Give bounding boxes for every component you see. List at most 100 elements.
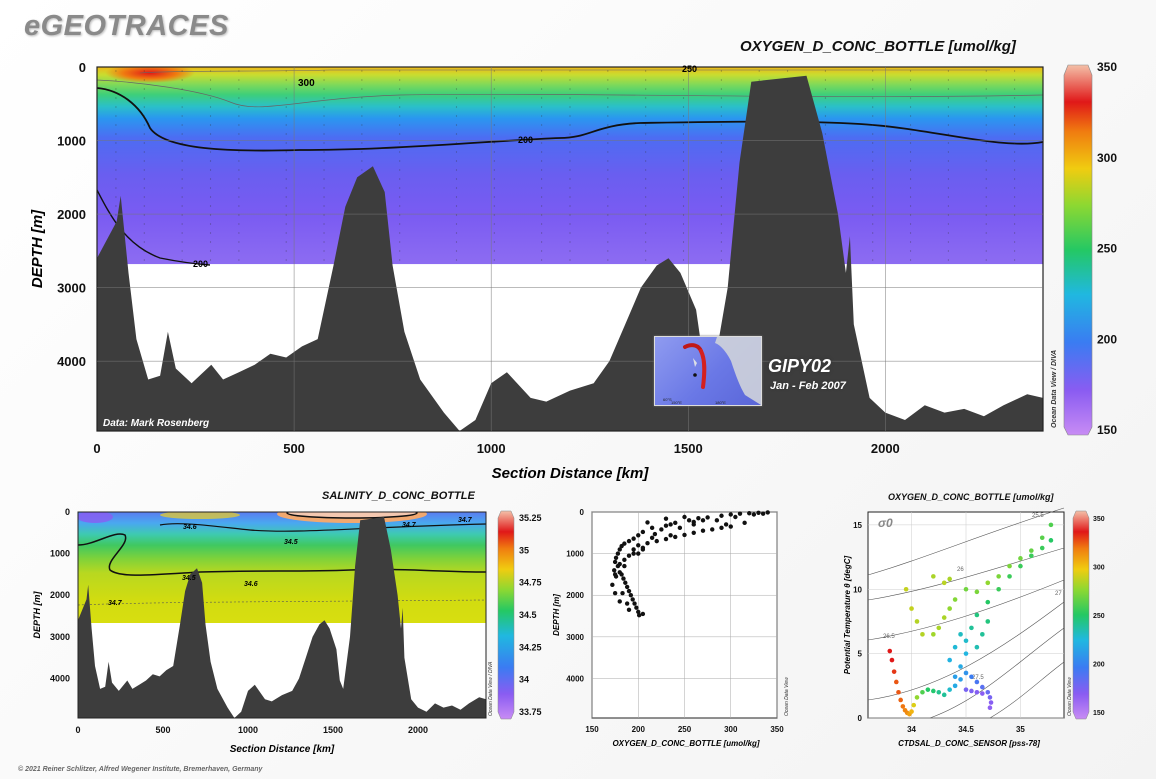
salinity-y-tick: 3000 <box>50 632 70 642</box>
sample-dot <box>493 115 495 117</box>
sample-dot <box>947 106 950 108</box>
sample-dot <box>209 214 212 216</box>
sample-dot <box>493 196 495 198</box>
sample-dot <box>399 205 401 207</box>
ts-point <box>985 689 991 695</box>
sample-dot <box>143 169 145 171</box>
sample-dot <box>323 241 325 243</box>
sample-dot <box>399 160 401 162</box>
sample-dot <box>909 151 912 153</box>
sample-dot <box>720 169 722 171</box>
sample-dot <box>455 241 458 243</box>
sample-dot <box>181 223 183 225</box>
profile-point <box>634 605 639 610</box>
sample-dot <box>569 241 571 243</box>
sample-dot <box>209 232 212 234</box>
sample-dot <box>909 70 912 72</box>
isopycnal-label-25-5: 25.5 <box>1032 513 1044 519</box>
sample-dot <box>181 232 183 234</box>
profile-y-tick: 4000 <box>566 674 584 683</box>
sample-dot <box>909 232 912 234</box>
sample-dot <box>645 223 647 225</box>
ts-point <box>900 704 906 709</box>
sample-dot <box>1014 142 1016 144</box>
sample-dot <box>209 205 212 207</box>
sample-dot <box>238 160 240 162</box>
ts-point <box>891 669 897 674</box>
sample-dot <box>399 70 401 72</box>
sample-dot <box>1014 70 1016 72</box>
sample-dot <box>720 205 722 207</box>
sample-dot <box>209 79 212 81</box>
ts-point <box>958 632 963 637</box>
ts-colorbar-ticks: 150 200 250 300 350 <box>1093 516 1105 717</box>
sample-dot <box>909 259 912 261</box>
sample-dot <box>645 169 647 171</box>
sample-dot <box>541 106 543 108</box>
sample-dot <box>143 142 145 144</box>
profile-point <box>619 572 624 577</box>
sample-dot <box>493 160 495 162</box>
profile-point <box>663 536 669 542</box>
sample-dot <box>285 241 287 243</box>
sample-dot <box>399 250 401 252</box>
sample-dot <box>909 88 912 90</box>
sample-dot <box>1014 133 1016 135</box>
sample-dot <box>541 259 543 261</box>
sample-dot <box>361 97 363 99</box>
sample-dot <box>569 70 571 72</box>
profile-point <box>733 514 738 520</box>
sample-dot <box>682 70 685 72</box>
sample-dot <box>786 70 789 72</box>
sample-dot <box>1014 115 1016 117</box>
sample-dot <box>947 250 950 252</box>
sample-dot <box>455 196 458 198</box>
ts-point <box>1018 563 1023 569</box>
profile-x-tick: 250 <box>678 725 692 734</box>
sample-dot <box>645 115 647 117</box>
sample-dot <box>645 187 647 189</box>
sample-dot <box>115 88 117 90</box>
ts-point <box>963 586 969 592</box>
sample-dot <box>181 133 183 135</box>
sample-dot <box>541 223 543 225</box>
ts-point <box>903 586 909 592</box>
sample-dot <box>569 79 571 81</box>
sample-dot <box>720 250 722 252</box>
sample-dot <box>985 178 987 180</box>
sample-dot <box>720 241 722 243</box>
sample-dot <box>909 250 912 252</box>
sample-dot <box>493 241 495 243</box>
sample-dot <box>682 214 685 216</box>
ts-point <box>1029 548 1034 553</box>
ts-point <box>974 612 980 618</box>
ts-point <box>1007 574 1012 579</box>
sample-dot <box>607 124 609 126</box>
sample-dot <box>645 142 647 144</box>
sample-dot <box>285 214 287 216</box>
sample-dot <box>238 106 240 108</box>
profile-point <box>663 516 669 521</box>
sample-dot <box>209 115 212 117</box>
sample-dot <box>115 70 117 72</box>
salinity-yellow-patch <box>160 512 240 519</box>
salinity-x-tick: 0 <box>75 725 80 735</box>
profile-point <box>612 559 618 565</box>
profile-point <box>640 547 646 552</box>
profile-point <box>615 551 621 556</box>
sample-dot <box>824 133 827 135</box>
sample-dot <box>285 250 287 252</box>
sample-dot <box>645 196 647 198</box>
ts-point <box>1039 545 1045 551</box>
sample-dot <box>181 106 183 108</box>
ts-x-tick: 35 <box>1016 725 1025 734</box>
profile-x-tick: 300 <box>724 725 738 734</box>
oxygen-x-tick: 1000 <box>477 441 506 456</box>
salinity-y-tick: 4000 <box>50 673 70 683</box>
sample-dot <box>872 142 874 144</box>
profile-point <box>623 580 628 585</box>
sample-dot <box>455 214 458 216</box>
sample-dot <box>143 178 145 180</box>
sample-dot <box>399 187 401 189</box>
profile-point <box>714 518 720 523</box>
